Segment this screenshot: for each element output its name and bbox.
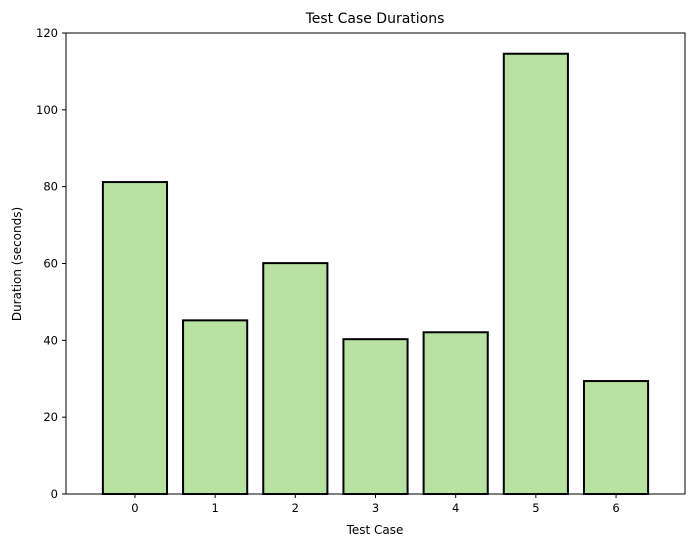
bar-2 xyxy=(262,262,329,496)
x-tick-label: 5 xyxy=(532,501,539,515)
bar-1 xyxy=(182,319,249,495)
y-tick-label: 60 xyxy=(43,257,58,271)
x-axis: 0 1 2 3 4 5 6 xyxy=(131,494,620,515)
y-tick-label: 40 xyxy=(43,333,58,347)
x-axis-label: Test Case xyxy=(346,523,404,537)
x-tick-label: 1 xyxy=(211,501,218,515)
bar-5 xyxy=(502,52,569,496)
y-tick-label: 100 xyxy=(36,103,58,117)
y-axis: 0 20 40 60 80 100 120 xyxy=(36,26,66,501)
y-tick-label: 20 xyxy=(43,410,58,424)
x-tick-label: 3 xyxy=(372,501,379,515)
bar-4 xyxy=(422,331,489,495)
x-tick-label: 0 xyxy=(131,501,138,515)
y-tick-label: 120 xyxy=(36,26,58,40)
plot-area xyxy=(65,32,686,496)
x-tick-label: 6 xyxy=(612,501,619,515)
y-tick-label: 80 xyxy=(43,180,58,194)
x-tick-label: 4 xyxy=(452,501,459,515)
bar-0 xyxy=(101,181,169,495)
bar-6 xyxy=(582,380,650,495)
bar-3 xyxy=(342,338,409,496)
x-tick-label: 2 xyxy=(292,501,299,515)
chart-title: Test Case Durations xyxy=(305,11,445,27)
y-axis-label: Duration (seconds) xyxy=(10,207,24,321)
y-tick-label: 0 xyxy=(51,487,58,501)
